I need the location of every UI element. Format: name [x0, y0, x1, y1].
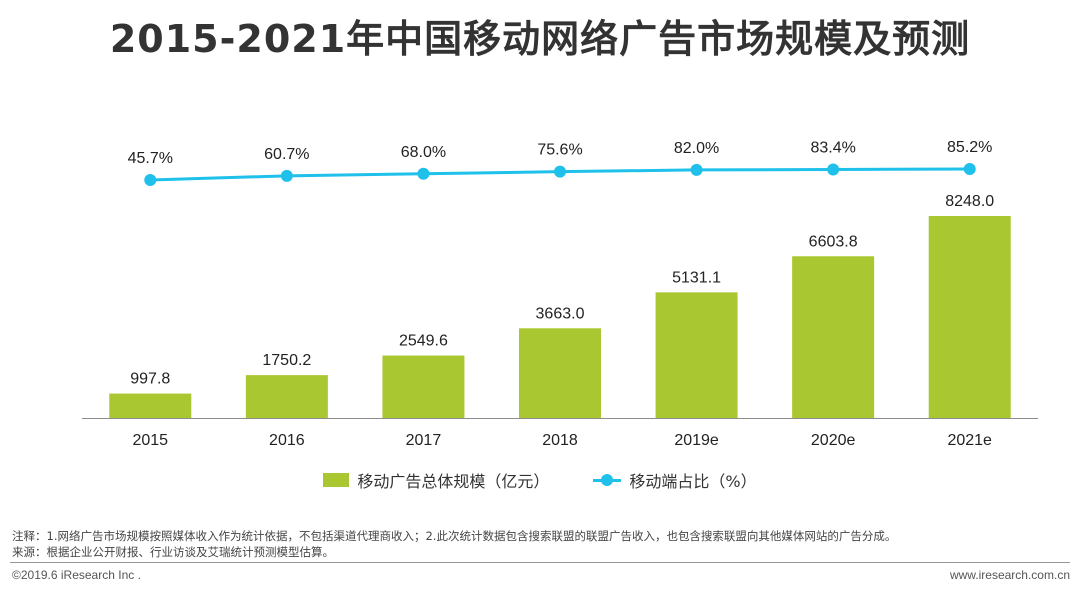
share-point-2016: [280, 169, 293, 182]
legend-bar-label: 移动广告总体规模（亿元）: [357, 472, 550, 491]
bar-2020e: [792, 256, 875, 418]
share-value-label: 85.2%: [947, 139, 992, 156]
share-value-label: 45.7%: [128, 150, 173, 167]
x-tick-label: 2015: [132, 432, 168, 449]
share-value-label: 60.7%: [264, 146, 309, 163]
copyright-text: ©2019.6 iResearch Inc .: [12, 568, 141, 582]
bar-2018: [519, 328, 601, 418]
legend-line-swatch: [593, 473, 622, 487]
share-value-label: 82.0%: [674, 140, 719, 157]
x-tick-label: 2017: [406, 432, 442, 449]
share-value-label: 75.6%: [537, 142, 582, 159]
footnote-source: 来源：根据企业公开财报、行业访谈及艾瑞统计预测模型估算。: [12, 545, 334, 559]
bar-2019e: [655, 292, 738, 418]
x-tick-label: 2019e: [674, 432, 719, 449]
bar-value-label: 1750.2: [262, 352, 311, 369]
x-tick-label: 2016: [269, 432, 305, 449]
bar-2015: [109, 393, 192, 418]
share-point-2015: [144, 174, 157, 186]
share-point-2019e: [690, 163, 703, 176]
share-value-label: 83.4%: [810, 140, 855, 157]
x-tick-label: 2021e: [947, 432, 992, 449]
share-point-2017: [417, 167, 430, 180]
website-text: www.iresearch.com.cn: [949, 568, 1070, 582]
bar-2021e: [928, 216, 1011, 418]
share-point-2020e: [827, 163, 840, 176]
bar-2016: [245, 375, 328, 418]
footnote-note: 注释：1.网络广告市场规模按照媒体收入作为统计依据，不包括渠道代理商收入；2.此…: [12, 529, 897, 543]
bar-value-label: 5131.1: [672, 269, 721, 286]
footnote: 注释：1.网络广告市场规模按照媒体收入作为统计依据，不包括渠道代理商收入；2.此…: [12, 528, 1072, 560]
share-value-label: 68.0%: [401, 144, 446, 161]
x-tick-label: 2018: [542, 432, 578, 449]
bar-value-label: 8248.0: [945, 193, 994, 210]
x-tick-label: 2020e: [811, 432, 856, 449]
combo-chart: 997.8 2015 1750.2 2016 2549.6 2017 3663.0 2018 5…: [82, 139, 1038, 449]
chart-legend: 移动广告总体规模（亿元） 移动端占比（%）: [0, 468, 1080, 492]
legend-item-bar: 移动广告总体规模（亿元）: [323, 468, 549, 492]
legend-bar-swatch: [323, 473, 350, 487]
bar-value-label: 2549.6: [399, 333, 448, 350]
legend-line-label: 移动端占比（%）: [629, 472, 757, 491]
bar-2017: [382, 355, 465, 418]
share-point-2021e: [963, 163, 976, 175]
share-point-2018: [554, 165, 566, 178]
legend-item-line: 移动端占比（%）: [593, 468, 757, 492]
footer-divider: [10, 562, 1070, 563]
chart-title: 2015-2021年中国移动网络广告市场规模及预测: [109, 17, 971, 61]
bar-value-label: 997.8: [130, 371, 170, 388]
bar-value-label: 3663.0: [536, 305, 585, 322]
bar-value-label: 6603.8: [809, 233, 858, 250]
